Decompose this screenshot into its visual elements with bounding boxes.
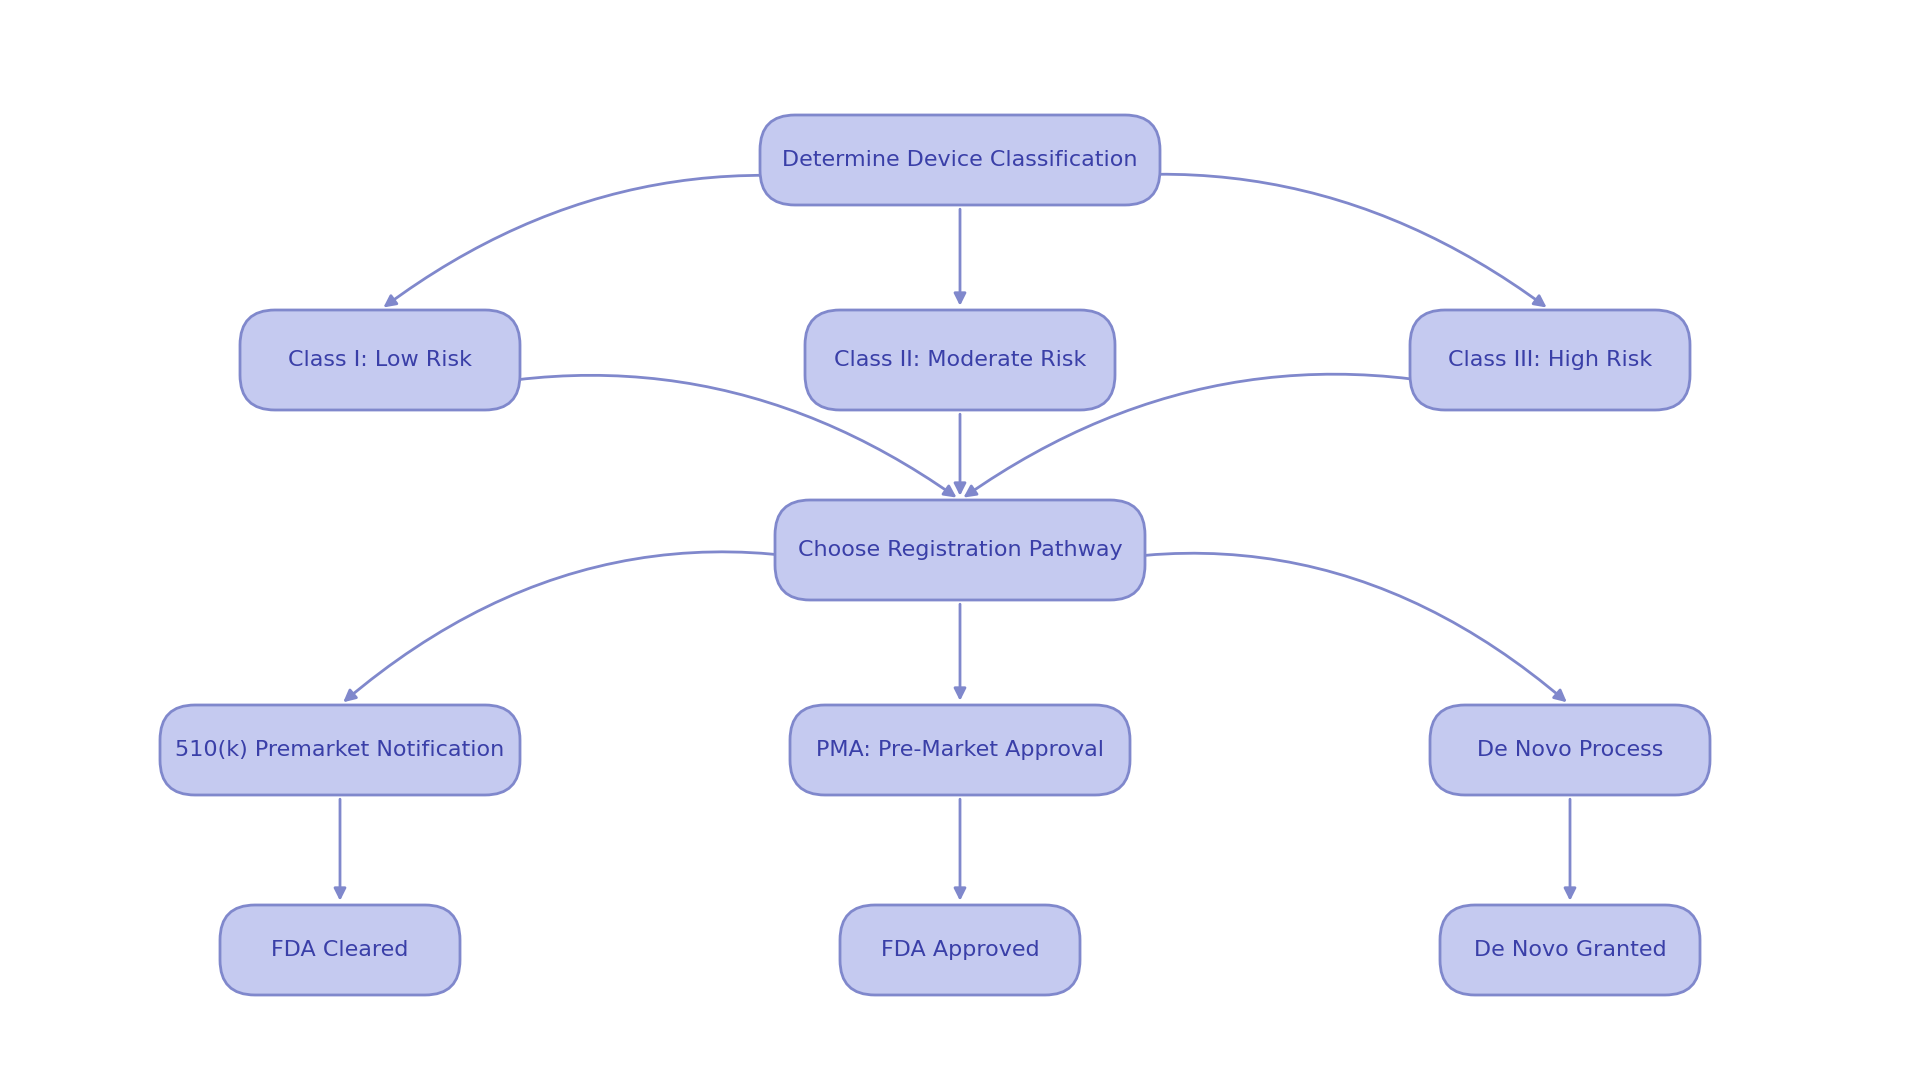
- Text: Class I: Low Risk: Class I: Low Risk: [288, 350, 472, 370]
- FancyBboxPatch shape: [760, 114, 1160, 205]
- FancyArrowPatch shape: [334, 799, 346, 897]
- Text: FDA Approved: FDA Approved: [881, 940, 1039, 960]
- Text: De Novo Granted: De Novo Granted: [1475, 940, 1667, 960]
- FancyArrowPatch shape: [964, 174, 1544, 306]
- FancyBboxPatch shape: [159, 705, 520, 795]
- Text: 510(k) Premarket Notification: 510(k) Premarket Notification: [175, 740, 505, 760]
- Text: Class III: High Risk: Class III: High Risk: [1448, 350, 1651, 370]
- FancyArrowPatch shape: [386, 175, 956, 306]
- FancyArrowPatch shape: [346, 552, 956, 700]
- FancyArrowPatch shape: [384, 376, 954, 496]
- FancyArrowPatch shape: [964, 553, 1565, 700]
- FancyArrowPatch shape: [1565, 799, 1574, 897]
- FancyBboxPatch shape: [776, 500, 1144, 600]
- FancyBboxPatch shape: [804, 310, 1116, 410]
- FancyArrowPatch shape: [954, 414, 966, 492]
- Text: De Novo Process: De Novo Process: [1476, 740, 1663, 760]
- FancyArrowPatch shape: [954, 799, 966, 897]
- FancyArrowPatch shape: [966, 374, 1546, 496]
- FancyBboxPatch shape: [1430, 705, 1711, 795]
- FancyArrowPatch shape: [954, 604, 966, 698]
- Text: PMA: Pre-Market Approval: PMA: Pre-Market Approval: [816, 740, 1104, 760]
- FancyBboxPatch shape: [240, 310, 520, 410]
- FancyBboxPatch shape: [1409, 310, 1690, 410]
- Text: Choose Registration Pathway: Choose Registration Pathway: [797, 540, 1123, 561]
- FancyBboxPatch shape: [1440, 905, 1699, 995]
- FancyBboxPatch shape: [841, 905, 1079, 995]
- FancyArrowPatch shape: [954, 210, 966, 302]
- Text: Determine Device Classification: Determine Device Classification: [781, 150, 1139, 170]
- Text: Class II: Moderate Risk: Class II: Moderate Risk: [833, 350, 1087, 370]
- FancyBboxPatch shape: [789, 705, 1131, 795]
- Text: FDA Cleared: FDA Cleared: [271, 940, 409, 960]
- FancyBboxPatch shape: [221, 905, 461, 995]
